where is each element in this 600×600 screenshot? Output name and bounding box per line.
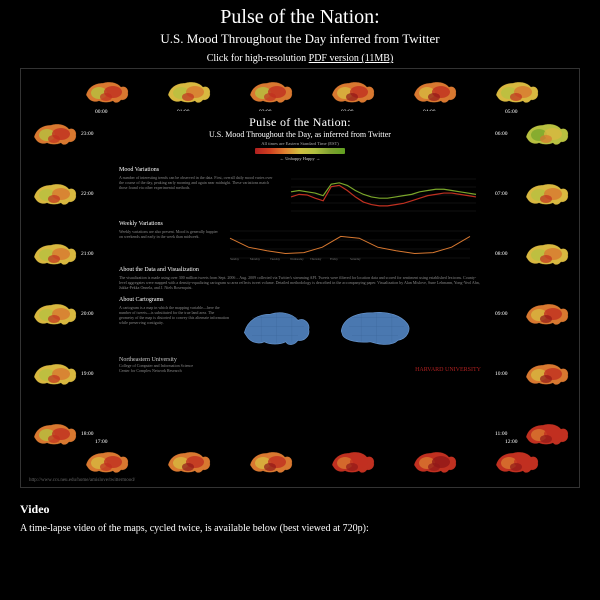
hour-map: 14:00	[327, 447, 377, 477]
hour-label: 05:00	[505, 109, 518, 115]
svg-text:Thursday: Thursday	[310, 257, 322, 261]
mood-legend-label: ← Unhappy Happy →	[119, 156, 481, 161]
uni-left-sub2: Center for Complex Network Research	[119, 368, 193, 373]
center-panel: Pulse of the Nation: U.S. Mood Throughou…	[113, 111, 487, 451]
page-title: Pulse of the Nation:	[10, 6, 590, 29]
mood-legend-bar	[255, 148, 345, 154]
hour-label: 00:00	[95, 109, 108, 115]
uni-right: HARVARD UNIVERSITY	[415, 367, 481, 373]
mood-variations-heading: Mood Variations	[119, 167, 481, 173]
section-mood-variations: Mood Variations A number of interesting …	[119, 167, 481, 215]
hour-label: 18:00	[81, 431, 94, 437]
hour-label: 09:00	[495, 311, 508, 317]
about-data-heading: About the Data and Visualization	[119, 267, 481, 273]
hour-label: 06:00	[495, 131, 508, 137]
hour-label: 07:00	[495, 191, 508, 197]
hour-map: 04:00	[409, 77, 459, 107]
hour-map: 18:00	[29, 419, 79, 449]
hour-label: 20:00	[81, 311, 94, 317]
hour-map: 17:00	[81, 447, 131, 477]
poster-footer: Northeastern University College of Compu…	[119, 357, 481, 373]
mood-variations-chart	[281, 175, 481, 215]
poster[interactable]: 00:0001:0002:0003:0004:0005:0006:0007:00…	[20, 68, 580, 488]
hour-map: 21:00	[29, 239, 79, 269]
weekly-variations-heading: Weekly Variations	[119, 221, 481, 227]
hour-map: 22:00	[29, 179, 79, 209]
svg-text:Tuesday: Tuesday	[270, 257, 281, 261]
hour-label: 08:00	[495, 251, 508, 257]
poster-url: http://www.ccs.neu.edu/home/amislove/twi…	[29, 478, 135, 483]
hour-map: 02:00	[245, 77, 295, 107]
hour-label: 22:00	[81, 191, 94, 197]
hour-map: 15:00	[245, 447, 295, 477]
about-cartograms-heading: About Cartograms	[119, 297, 481, 303]
svg-text:Sunday: Sunday	[230, 257, 240, 261]
cartogram-mini-maps	[235, 305, 415, 351]
hour-label: 23:00	[81, 131, 94, 137]
hour-map: 12:00	[491, 447, 541, 477]
hour-map: 19:00	[29, 359, 79, 389]
svg-text:Wednesday: Wednesday	[290, 257, 304, 261]
hour-map: 10:00	[521, 359, 571, 389]
poster-title: Pulse of the Nation:	[119, 115, 481, 130]
hour-label: 11:00	[495, 431, 507, 437]
about-data-text: The visualization is made using over 300…	[119, 275, 481, 291]
pdf-line: Click for high-resolution PDF version (1…	[10, 53, 590, 64]
mini-map-cartogram	[335, 305, 415, 351]
poster-subtitle: U.S. Mood Throughout the Day, as inferre…	[119, 130, 481, 139]
svg-text:Friday: Friday	[330, 257, 338, 261]
hour-label: 10:00	[495, 371, 508, 377]
uni-left-sub1: College of Computer and Information Scie…	[119, 363, 193, 368]
about-cartograms-text: A cartogram is a map in which the mappin…	[119, 305, 229, 326]
hour-map: 16:00	[163, 447, 213, 477]
hour-map: 06:00	[521, 119, 571, 149]
hour-label: 21:00	[81, 251, 94, 257]
svg-text:Monday: Monday	[250, 257, 260, 261]
hour-label: 12:00	[505, 439, 518, 445]
video-text: A time-lapse video of the maps, cycled t…	[20, 523, 580, 534]
video-heading: Video	[20, 502, 580, 517]
section-weekly-variations: Weekly Variations Weekly variations are …	[119, 221, 481, 261]
hour-map: 13:00	[409, 447, 459, 477]
mini-map-tweets	[235, 305, 315, 351]
hour-map: 09:00	[521, 299, 571, 329]
pdf-link[interactable]: PDF version (11MB)	[309, 53, 394, 64]
mood-variations-text: A number of interesting trends can be ob…	[119, 175, 275, 191]
hour-map: 00:00	[81, 77, 131, 107]
pdf-prefix: Click for high-resolution	[207, 53, 309, 64]
svg-text:Saturday: Saturday	[350, 257, 361, 261]
video-section: Video A time-lapse video of the maps, cy…	[20, 502, 580, 534]
uni-left-block: Northeastern University College of Compu…	[119, 357, 193, 373]
hour-map: 20:00	[29, 299, 79, 329]
page-subtitle: U.S. Mood Throughout the Day inferred fr…	[10, 31, 590, 47]
hour-label: 19:00	[81, 371, 94, 377]
page-header: Pulse of the Nation: U.S. Mood Throughou…	[0, 0, 600, 68]
hour-map: 01:00	[163, 77, 213, 107]
hour-map: 11:00	[521, 419, 571, 449]
section-about-cartograms: About Cartograms A cartogram is a map in…	[119, 297, 481, 351]
hour-map: 07:00	[521, 179, 571, 209]
hour-map: 05:00	[491, 77, 541, 107]
hour-label: 17:00	[95, 439, 108, 445]
hour-map: 23:00	[29, 119, 79, 149]
hour-map: 08:00	[521, 239, 571, 269]
weekly-variations-chart: Sunday Monday Tuesday Wednesday Thursday Frid…	[225, 229, 475, 261]
weekly-variations-text: Weekly variations are also present. Mood…	[119, 229, 219, 239]
timezone-note: All times are Eastern Standard Time (EST…	[119, 141, 481, 146]
hour-map: 03:00	[327, 77, 377, 107]
section-about-data: About the Data and Visualization The vis…	[119, 267, 481, 291]
